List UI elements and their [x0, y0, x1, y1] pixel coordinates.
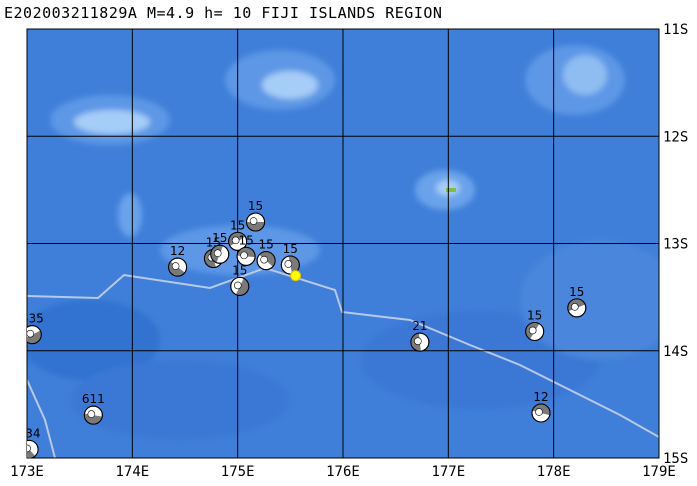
longitude-label: 173E — [10, 464, 44, 480]
beachball-outline — [27, 439, 39, 458]
longitude-label: 179E — [642, 464, 676, 480]
depth-label: 12 — [533, 390, 548, 404]
focal-mechanism[interactable]: 15 — [230, 263, 252, 298]
beachball-nodal — [171, 262, 180, 270]
depth-label: 15 — [212, 231, 227, 245]
beachball-nodal — [414, 337, 422, 345]
beachball-compression — [288, 255, 300, 274]
latitude-label: 14S — [663, 344, 688, 360]
beachball-outline — [567, 298, 587, 318]
latitude-label: 11S — [663, 22, 688, 38]
beachball-nodal — [535, 408, 543, 416]
focal-mechanism[interactable]: 634 — [16, 426, 41, 462]
depth-label: 15 — [238, 233, 253, 247]
latitude-label: 15S — [663, 451, 688, 467]
beachball-nodal — [233, 281, 242, 290]
beachball-outline — [230, 276, 250, 296]
focal-mechanism[interactable]: 635 — [21, 312, 45, 347]
plate-boundary — [27, 266, 659, 438]
beachball-outline — [531, 403, 551, 423]
focal-mechanism[interactable]: 15 — [256, 238, 279, 271]
plate-boundary-south — [27, 379, 56, 458]
depth-label: 611 — [82, 392, 105, 406]
land-island — [446, 188, 456, 192]
beachball-outline — [256, 251, 276, 271]
focal-mechanism[interactable]: 15 — [246, 199, 266, 232]
beachball-nodal — [260, 255, 268, 264]
depth-label: 15 — [283, 242, 298, 256]
depth-label: 635 — [21, 312, 44, 326]
longitude-label: 177E — [431, 464, 465, 480]
beachball-nodal — [249, 217, 258, 225]
beachball-outline — [27, 325, 42, 345]
focal-mechanism[interactable]: 15 — [522, 308, 545, 341]
focal-mechanism[interactable]: 12 — [165, 244, 188, 280]
beachball-compression — [235, 278, 249, 296]
beachball-outline — [525, 321, 545, 341]
depth-label: 15 — [569, 285, 584, 299]
beachball-nodal — [27, 329, 35, 338]
page-title: E202003211829A M=4.9 h= 10 FIJI ISLANDS … — [4, 4, 443, 22]
longitude-labels: 173E 174E 175E 176E 177E 178E 179E — [10, 464, 676, 480]
beachball-compression — [27, 330, 42, 344]
beachball-nodal — [87, 410, 96, 418]
longitude-label: 174E — [115, 464, 149, 480]
beachball-nodal — [284, 260, 293, 268]
focal-mechanism[interactable]: 12 — [531, 390, 552, 423]
depth-label: 15 — [527, 308, 542, 322]
latitude-labels: 11S 12S 13S 14S 15S — [663, 22, 688, 467]
beachball-outline — [280, 255, 300, 275]
depth-label: 12 — [170, 244, 185, 258]
beachball-outline — [83, 405, 103, 425]
focal-mechanism[interactable]: 611 — [82, 392, 105, 425]
depth-label: 15 — [230, 218, 245, 232]
beachball-outline — [236, 246, 256, 266]
depth-label: 15 — [232, 263, 247, 277]
focal-mechanism[interactable]: 15 — [565, 285, 587, 318]
longitude-label: 178E — [537, 464, 571, 480]
beachball-nodal — [213, 249, 222, 258]
beachball-outline — [168, 257, 188, 277]
beachball-outline — [210, 244, 230, 264]
beachball-compression — [246, 222, 265, 232]
longitude-label: 175E — [221, 464, 255, 480]
focal-mechanism[interactable]: 21 — [410, 319, 430, 352]
beachball-outline — [228, 231, 248, 251]
latitude-label: 12S — [663, 129, 688, 145]
map-frame — [26, 28, 660, 459]
beachball-nodal — [528, 326, 537, 335]
beachball-nodal — [231, 236, 240, 245]
depth-label: 634 — [18, 426, 41, 440]
depth-label: 15 — [258, 238, 273, 252]
focal-mechanism[interactable]: 15 — [208, 231, 230, 264]
beachball-outline — [410, 332, 430, 352]
beachball-outline — [246, 212, 266, 232]
latitude-label: 13S — [663, 237, 688, 253]
longitude-label: 176E — [326, 464, 360, 480]
beachball-nodal — [571, 303, 579, 311]
focal-mechanism[interactable]: 15 — [236, 233, 256, 266]
depth-label: 21 — [412, 319, 427, 333]
beachball-nodal — [240, 251, 248, 260]
focal-mechanism[interactable]: 15 — [225, 218, 248, 251]
epicenter-marker[interactable] — [290, 270, 302, 282]
beachball-nodal — [27, 444, 31, 453]
depth-label: 15 — [248, 199, 263, 213]
focal-mechanism[interactable]: 15 — [280, 242, 301, 275]
